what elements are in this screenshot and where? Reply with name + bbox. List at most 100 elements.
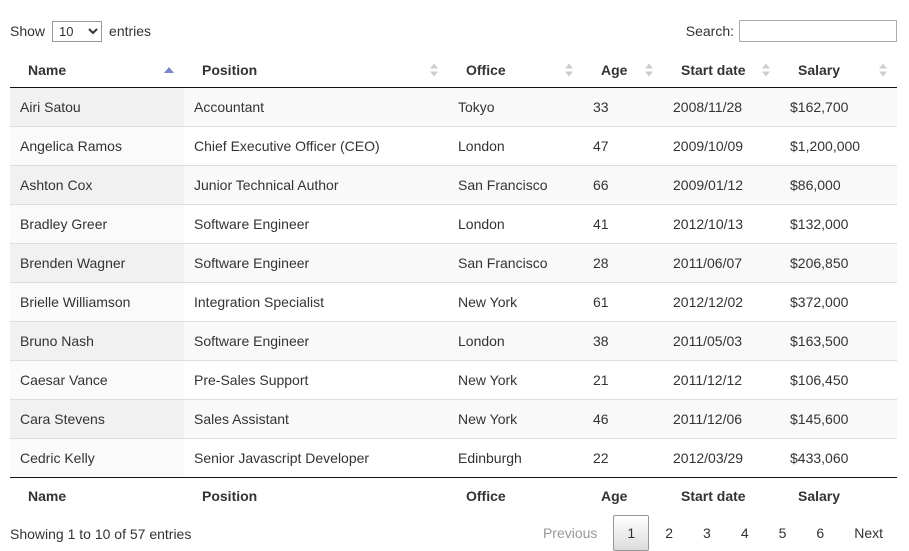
cell-position: Software Engineer	[184, 321, 448, 361]
cell-start-date: 2009/10/09	[663, 126, 780, 166]
previous-page-button[interactable]: Previous	[542, 525, 598, 541]
cell-salary: $86,000	[780, 165, 897, 205]
cell-start-date: 2011/12/06	[663, 399, 780, 439]
pagination: Previous 1 2 3 4 5 6 Next	[527, 515, 897, 551]
cell-start-date: 2011/12/12	[663, 360, 780, 400]
table-row: Cara Stevens Sales Assistant New York 46…	[10, 399, 897, 439]
sort-both-icon	[430, 63, 438, 77]
sort-both-icon	[645, 63, 653, 77]
cell-office: London	[448, 204, 583, 244]
cell-office: Edinburgh	[448, 438, 583, 478]
footer-header-start-date: Start date	[663, 477, 780, 512]
table-bottom-bar: Showing 1 to 10 of 57 entries Previous 1…	[10, 515, 897, 551]
cell-position: Software Engineer	[184, 204, 448, 244]
cell-salary: $206,850	[780, 243, 897, 283]
cell-office: San Francisco	[448, 243, 583, 283]
page-button-4[interactable]: 4	[740, 525, 749, 541]
table-info: Showing 1 to 10 of 57 entries	[10, 526, 192, 542]
search-control: Search:	[686, 20, 897, 42]
cell-name: Cedric Kelly	[10, 438, 184, 478]
cell-age: 41	[583, 204, 663, 244]
cell-position: Accountant	[194, 99, 265, 115]
column-header-name[interactable]: Name	[10, 53, 184, 88]
column-header-label: Age	[601, 62, 628, 78]
column-header-label: Name	[28, 62, 67, 78]
column-header-label: Office	[466, 62, 506, 78]
cell-salary: $372,000	[780, 282, 897, 322]
column-header-position[interactable]: Position	[184, 53, 448, 88]
cell-name: Cara Stevens	[10, 399, 184, 439]
sort-both-icon	[762, 63, 770, 77]
cell-name: Brielle Williamson	[10, 282, 184, 322]
footer-header-name: Name	[10, 477, 184, 512]
cell-office: London	[448, 126, 583, 166]
cell-age: 61	[583, 282, 663, 322]
column-header-label: Position	[202, 62, 258, 78]
table-header: Name Position Office Age Start date	[10, 53, 897, 88]
cell-age: 22	[583, 438, 663, 478]
table-controls: Show 10 entries Search:	[10, 20, 897, 42]
cell-position: Senior Javascript Developer	[184, 438, 448, 478]
cell-position: Sales Assistant	[184, 399, 448, 439]
cell-age: 46	[583, 399, 663, 439]
cell-salary: $162,700	[790, 99, 849, 115]
table-row: Ashton Cox Junior Technical Author San F…	[10, 165, 897, 205]
page-length-control: Show 10 entries	[10, 20, 152, 42]
column-header-salary[interactable]: Salary	[780, 53, 897, 88]
cell-salary: $433,060	[780, 438, 897, 478]
footer-header-position: Position	[184, 477, 448, 512]
cell-name: Angelica Ramos	[10, 126, 184, 166]
cell-salary: $163,500	[780, 321, 897, 361]
column-header-office[interactable]: Office	[448, 53, 583, 88]
page-button-6[interactable]: 6	[816, 525, 825, 541]
column-header-age[interactable]: Age	[583, 53, 663, 88]
cell-salary: $145,600	[780, 399, 897, 439]
table-row: Cedric Kelly Senior Javascript Developer…	[10, 438, 897, 478]
table-body: Airi Satou Accountant Tokyo 33 2008/11/2…	[10, 87, 897, 478]
cell-office: San Francisco	[448, 165, 583, 205]
cell-name: Bruno Nash	[10, 321, 184, 361]
column-header-label: Salary	[798, 62, 841, 78]
next-page-button[interactable]: Next	[854, 525, 883, 541]
cell-age: 21	[583, 360, 663, 400]
sort-both-icon	[879, 63, 887, 77]
cell-start-date: 2012/10/13	[663, 204, 780, 244]
column-header-start-date[interactable]: Start date	[663, 53, 780, 88]
page-button-2[interactable]: 2	[665, 525, 674, 541]
cell-start-date: 2012/03/29	[663, 438, 780, 478]
cell-age: 33	[593, 99, 609, 115]
cell-name: Bradley Greer	[10, 204, 184, 244]
search-input[interactable]	[739, 20, 897, 42]
cell-office: New York	[448, 360, 583, 400]
cell-age: 38	[583, 321, 663, 361]
header-row: Name Position Office Age Start date	[10, 53, 897, 88]
table-row: Caesar Vance Pre-Sales Support New York …	[10, 360, 897, 400]
cell-age: 66	[583, 165, 663, 205]
cell-salary: $1,200,000	[780, 126, 897, 166]
cell-start-date: 2009/01/12	[663, 165, 780, 205]
cell-position: Software Engineer	[184, 243, 448, 283]
table-row: Airi Satou Accountant Tokyo 33 2008/11/2…	[10, 87, 897, 127]
cell-start-date: 2011/06/07	[663, 243, 780, 283]
data-table: Name Position Office Age Start date	[10, 53, 897, 512]
cell-start-date: 2008/11/28	[673, 99, 743, 115]
table-row: Bradley Greer Software Engineer London 4…	[10, 204, 897, 244]
cell-office: Tokyo	[458, 99, 495, 115]
footer-header-salary: Salary	[780, 477, 897, 512]
cell-office: New York	[448, 282, 583, 322]
cell-age: 28	[583, 243, 663, 283]
table-row: Bruno Nash Software Engineer London 38 2…	[10, 321, 897, 361]
page-button-1[interactable]: 1	[613, 515, 650, 551]
search-label: Search:	[685, 23, 734, 39]
table-row: Angelica Ramos Chief Executive Officer (…	[10, 126, 897, 166]
sort-both-icon	[565, 63, 573, 77]
cell-name: Ashton Cox	[10, 165, 184, 205]
entries-label: entries	[109, 23, 152, 39]
cell-start-date: 2012/12/02	[663, 282, 780, 322]
cell-age: 47	[583, 126, 663, 166]
cell-office: London	[448, 321, 583, 361]
cell-position: Pre-Sales Support	[184, 360, 448, 400]
page-button-3[interactable]: 3	[703, 525, 711, 541]
page-button-5[interactable]: 5	[778, 525, 787, 541]
page-length-select[interactable]: 10	[52, 20, 103, 42]
